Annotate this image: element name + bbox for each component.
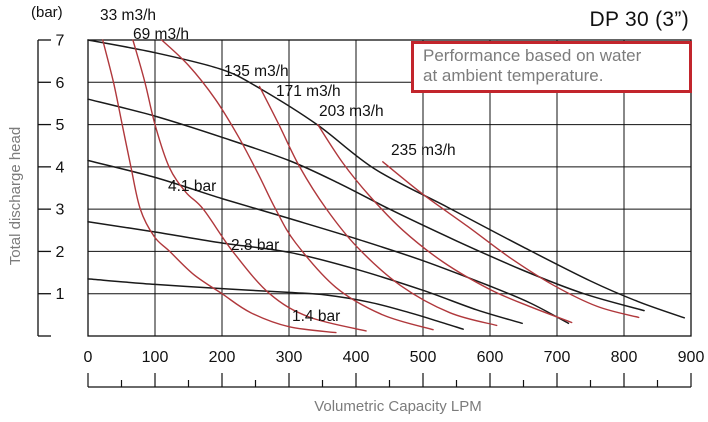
head-curve: [87, 98, 645, 312]
head-curve: [87, 221, 523, 325]
curve-label: 4.1 bar: [168, 178, 216, 195]
note-line-2: at ambient temperature.: [423, 66, 604, 85]
air-curves: [102, 39, 640, 334]
x-tick-label: 100: [142, 349, 169, 366]
x-tick-label: 700: [544, 349, 571, 366]
air-curve: [317, 123, 573, 324]
head-curve: [87, 278, 464, 330]
y-tick-label: 5: [56, 117, 65, 134]
note-line-1: Performance based on water: [423, 46, 642, 65]
curve-label: 1.4 bar: [292, 308, 340, 325]
x-tick-label: 900: [678, 349, 705, 366]
x-tick-label: 400: [343, 349, 370, 366]
y-axis: [37, 39, 51, 337]
x-tick-label: 300: [276, 349, 303, 366]
curve-label: 235 m3/h: [391, 142, 456, 159]
y-tick-label: 4: [56, 159, 65, 176]
curve-label: 33 m3/h: [100, 7, 156, 24]
x-tick-label: 600: [477, 349, 504, 366]
curve-label: 171 m3/h: [276, 83, 341, 100]
y-tick-label: 1: [56, 286, 65, 303]
head-curves: [87, 39, 686, 330]
x-tick-label: 500: [410, 349, 437, 366]
air-curve: [102, 39, 337, 334]
y-tick-label: 6: [56, 75, 65, 92]
x-axis-ruler: [87, 373, 692, 388]
head-curve: [87, 159, 570, 325]
x-axis-title: Volumetric Capacity LPM: [314, 398, 482, 415]
x-tick-label: 800: [611, 349, 638, 366]
y-tick-label: 3: [56, 202, 65, 219]
curve-label: 203 m3/h: [319, 103, 384, 120]
air-curve: [132, 39, 367, 332]
air-curve: [161, 39, 434, 331]
air-curve: [258, 85, 498, 327]
curve-label: 2.8 bar: [231, 237, 279, 254]
y-tick-label: 7: [56, 33, 65, 50]
x-tick-label: 0: [84, 349, 93, 366]
curve-label: 69 m3/h: [133, 26, 189, 43]
y-axis-title: Total discharge head: [7, 126, 24, 266]
page-title: DP 30 (3”): [589, 8, 689, 31]
y-tick-label: 2: [56, 244, 65, 261]
curve-label: 135 m3/h: [224, 63, 289, 80]
performance-note: Performance based on water at ambient te…: [411, 41, 692, 93]
y-axis-unit-label: (bar): [31, 4, 63, 21]
air-curve: [382, 161, 640, 319]
plot-border: [87, 39, 692, 337]
head-curve: [87, 39, 686, 319]
x-tick-label: 200: [209, 349, 236, 366]
